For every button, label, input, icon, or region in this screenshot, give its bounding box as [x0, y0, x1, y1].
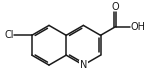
- Text: OH: OH: [131, 22, 145, 32]
- Text: N: N: [80, 60, 87, 70]
- Text: Cl: Cl: [4, 30, 14, 40]
- Text: O: O: [112, 1, 119, 12]
